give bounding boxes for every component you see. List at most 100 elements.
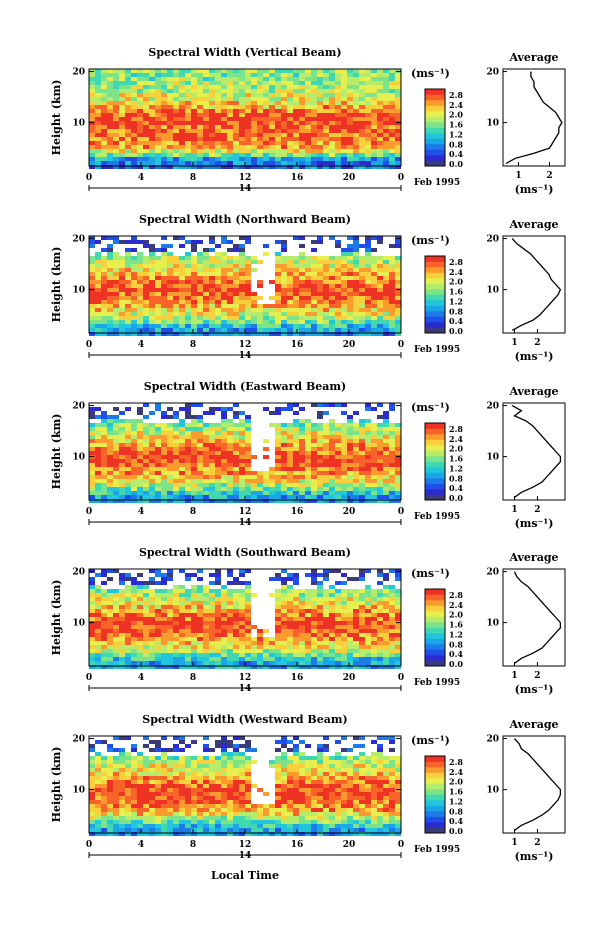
heatmap-cell — [311, 633, 317, 637]
heatmap-cell — [167, 145, 173, 149]
heatmap-cell — [389, 320, 395, 324]
heatmap-cell — [191, 280, 197, 284]
heatmap-cell — [209, 145, 215, 149]
heatmap-cell — [251, 157, 257, 161]
heatmap-cell — [383, 613, 389, 617]
heatmap-cell — [149, 81, 155, 85]
heatmap-cell — [95, 105, 101, 109]
heatmap-cell — [311, 133, 317, 137]
heatmap-cell — [341, 589, 347, 593]
colorbar-tick-label: 0.4 — [449, 316, 463, 326]
heatmap-cell — [149, 244, 155, 248]
heatmap-cell — [233, 97, 239, 101]
heatmap-cell — [323, 260, 329, 264]
heatmap-cell — [275, 256, 281, 260]
heatmap-cell — [287, 149, 293, 153]
heatmap-cell — [257, 69, 263, 73]
heatmap-cell — [269, 665, 275, 669]
heatmap-cell — [89, 744, 95, 748]
heatmap-cell — [203, 248, 209, 252]
heatmap-cell — [263, 161, 269, 165]
heatmap-cell — [125, 597, 131, 601]
heatmap-cell — [377, 451, 383, 455]
heatmap-cell — [347, 487, 353, 491]
heatmap-cell — [371, 427, 377, 431]
heatmap-cell — [305, 276, 311, 280]
heatmap-cell — [215, 475, 221, 479]
heatmap-cell — [107, 133, 113, 137]
heatmap-cell — [221, 423, 227, 427]
heatmap-cell — [359, 332, 365, 336]
heatmap-cell — [233, 748, 239, 752]
colorbar-tick-label: 2.0 — [449, 110, 463, 120]
heatmap-cell — [317, 645, 323, 649]
heatmap-cell — [179, 459, 185, 463]
heatmap-cell — [209, 105, 215, 109]
heatmap-cell — [341, 748, 347, 752]
heatmap-cell — [299, 161, 305, 165]
heatmap-cell — [197, 292, 203, 296]
heatmap-cell — [287, 117, 293, 121]
heatmap-cell — [221, 113, 227, 117]
heatmap-cell — [395, 236, 401, 240]
heatmap-cell — [245, 637, 251, 641]
heatmap-cell — [299, 312, 305, 316]
heatmap-cell — [239, 328, 245, 332]
heatmap-cell — [359, 165, 365, 169]
heatmap-cell — [221, 316, 227, 320]
heatmap-cell — [275, 467, 281, 471]
heatmap-cell — [203, 125, 209, 129]
heatmap-cell — [359, 81, 365, 85]
heatmap-cell — [335, 569, 341, 573]
heatmap-cell — [221, 419, 227, 423]
heatmap-cell — [179, 288, 185, 292]
heatmap-cell — [389, 495, 395, 499]
colorbar-frame — [424, 255, 446, 334]
heatmap-cell — [269, 649, 275, 653]
heatmap-cell — [287, 475, 293, 479]
heatmap-cell — [137, 101, 143, 105]
heatmap-cell — [89, 125, 95, 129]
heatmap-cell — [191, 105, 197, 109]
heatmap-cell — [365, 105, 371, 109]
heatmap-cell — [179, 740, 185, 744]
heatmap-cell — [221, 487, 227, 491]
heatmap-cell — [335, 165, 341, 169]
heatmap-cell — [245, 581, 251, 585]
heatmap-cell — [239, 459, 245, 463]
heatmap-cell — [125, 463, 131, 467]
heatmap-cell — [293, 411, 299, 415]
heatmap-cell — [179, 125, 185, 129]
heatmap-cell — [125, 105, 131, 109]
heatmap-cell — [251, 657, 257, 661]
heatmap-cell — [293, 296, 299, 300]
heatmap-cell — [299, 292, 305, 296]
heatmap-cell — [239, 569, 245, 573]
average-y-tick-label: 10 — [486, 286, 499, 296]
heatmap-cell — [377, 81, 383, 85]
heatmap-cell — [227, 499, 233, 503]
heatmap-cell — [389, 439, 395, 443]
heatmap-cell — [383, 629, 389, 633]
heatmap-cell — [395, 157, 401, 161]
heatmap-cell — [113, 419, 119, 423]
heatmap-cell — [359, 328, 365, 332]
heatmap-cell — [101, 117, 107, 121]
heatmap-cell — [143, 593, 149, 597]
heatmap-cell — [359, 569, 365, 573]
heatmap-cell — [245, 427, 251, 431]
heatmap-cell — [365, 499, 371, 503]
heatmap-cell — [161, 455, 167, 459]
heatmap-cell — [137, 324, 143, 328]
heatmap-cell — [203, 276, 209, 280]
heatmap-cell — [383, 455, 389, 459]
heatmap-cell — [173, 415, 179, 419]
heatmap-cell — [227, 467, 233, 471]
heatmap-cell — [101, 133, 107, 137]
average-y-tick-label: 20 — [486, 235, 499, 245]
heatmap-cell — [305, 661, 311, 665]
heatmap-cell — [131, 304, 137, 308]
heatmap-cell — [329, 661, 335, 665]
heatmap-cell — [173, 621, 179, 625]
heatmap-cell — [323, 105, 329, 109]
